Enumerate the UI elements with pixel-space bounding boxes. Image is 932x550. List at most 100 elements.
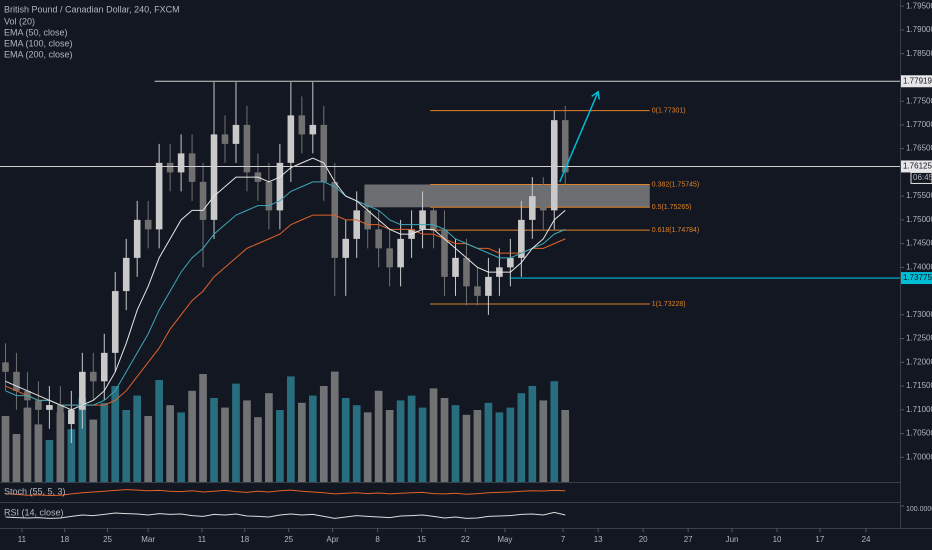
candle-body xyxy=(287,115,295,163)
volume-bar xyxy=(363,412,372,482)
volume-bar xyxy=(341,398,350,482)
ema-line xyxy=(5,157,566,411)
x-tick-label: 7 xyxy=(561,535,566,544)
volume-bar xyxy=(528,386,537,482)
y-tick-label: 1.70500 xyxy=(906,429,932,438)
candle-body xyxy=(463,257,470,287)
volume-bar xyxy=(155,380,163,482)
arrow-head xyxy=(591,90,601,100)
volume-bar xyxy=(199,374,207,482)
countdown-tag xyxy=(910,171,932,184)
volume-bar xyxy=(177,412,185,482)
volume-bar xyxy=(418,407,427,482)
y-tick-label: 1.73000 xyxy=(906,310,932,319)
candle-body xyxy=(68,409,75,425)
volume-bar xyxy=(34,424,43,482)
y-tick-label: 1.72500 xyxy=(906,334,932,343)
indicator-legend: EMA (200, close) xyxy=(4,49,73,59)
volume-bar xyxy=(100,402,109,482)
x-tick-label: 11 xyxy=(198,535,207,544)
x-tick-label: Apr xyxy=(326,535,339,544)
candle-body xyxy=(474,286,481,296)
candle-body xyxy=(133,219,141,258)
volume-bar xyxy=(385,410,394,482)
candle-body xyxy=(232,124,240,144)
volume-bar xyxy=(440,398,449,482)
indicator-legend: Vol (20) xyxy=(4,16,35,26)
volume-bar xyxy=(276,410,284,482)
zone xyxy=(364,184,650,208)
candle-body xyxy=(331,181,339,258)
candle-body xyxy=(430,210,437,230)
x-tick-label: 27 xyxy=(684,535,693,544)
y-tick-label: 1.77500 xyxy=(906,96,932,105)
candle-body xyxy=(375,229,382,249)
x-tick-label: 11 xyxy=(18,535,27,544)
volume-bar xyxy=(550,381,559,482)
volume-bar xyxy=(166,405,174,482)
y-tick-label: 1.71500 xyxy=(906,381,932,390)
volume-bar xyxy=(506,407,515,482)
x-tick-label: 18 xyxy=(60,535,69,544)
volume-bar xyxy=(319,386,328,482)
x-tick-label: 13 xyxy=(594,535,603,544)
y-tick-label: 1.74500 xyxy=(906,239,932,248)
price-tag-label: 1.77919 xyxy=(903,76,932,85)
candle-body xyxy=(529,196,536,220)
x-tick-label: 24 xyxy=(862,535,871,544)
candle-body xyxy=(90,371,97,382)
volume-bar xyxy=(308,395,317,482)
volume-bar xyxy=(89,419,98,482)
candle-body xyxy=(111,291,119,353)
price-tag xyxy=(901,160,932,173)
candle-body xyxy=(353,210,360,239)
volume-bar xyxy=(297,402,306,482)
volume-bar xyxy=(1,416,10,482)
volume-bar xyxy=(484,402,493,482)
arrow xyxy=(559,91,599,183)
x-tick-label: 25 xyxy=(284,535,293,544)
y-tick-label: 1.74000 xyxy=(906,262,932,271)
volume-bar xyxy=(122,410,131,482)
candle-body xyxy=(550,120,558,211)
x-tick-label: 10 xyxy=(773,535,782,544)
candle-body xyxy=(188,153,196,182)
y-tick-label: 1.77000 xyxy=(906,120,932,129)
volume-bar xyxy=(221,407,229,482)
volume-bar xyxy=(23,407,32,482)
candle-body xyxy=(386,248,393,268)
volume-bar xyxy=(243,400,251,482)
candle-body xyxy=(276,162,284,211)
fib-label: 0.5(1.75265) xyxy=(652,204,692,211)
candle-body xyxy=(540,196,547,211)
fib-label: 1(1.73228) xyxy=(652,301,686,308)
candle-body xyxy=(397,238,404,268)
candle-body xyxy=(13,371,20,391)
candle-body xyxy=(309,124,317,135)
volume-bar xyxy=(462,414,471,482)
candle-body xyxy=(2,362,9,372)
stoch-title: Stoch (55, 5, 3) xyxy=(4,486,66,496)
x-tick-label: 18 xyxy=(240,535,249,544)
volume-bar xyxy=(45,440,54,482)
volume-bar xyxy=(254,417,262,482)
candle-body xyxy=(57,405,64,425)
y-tick-label: 1.79000 xyxy=(906,25,932,34)
fib-label: 0.382(1.75745) xyxy=(652,181,699,188)
candle-body xyxy=(221,134,229,144)
candle-body xyxy=(35,400,42,410)
volume-bar xyxy=(407,395,416,482)
volume-bar xyxy=(67,429,76,482)
candle-body xyxy=(485,276,492,296)
y-tick-label: 1.75500 xyxy=(906,191,932,200)
volume-bar xyxy=(133,395,142,482)
x-tick-label: Jun xyxy=(726,535,739,544)
x-tick-label: 17 xyxy=(815,535,824,544)
candle-body xyxy=(452,257,459,277)
volume-bar xyxy=(517,393,526,482)
volume-bar xyxy=(265,393,273,482)
candle-body xyxy=(419,210,426,230)
price-tag-label: 1.73775 xyxy=(903,273,932,282)
x-tick-label: 15 xyxy=(417,535,426,544)
